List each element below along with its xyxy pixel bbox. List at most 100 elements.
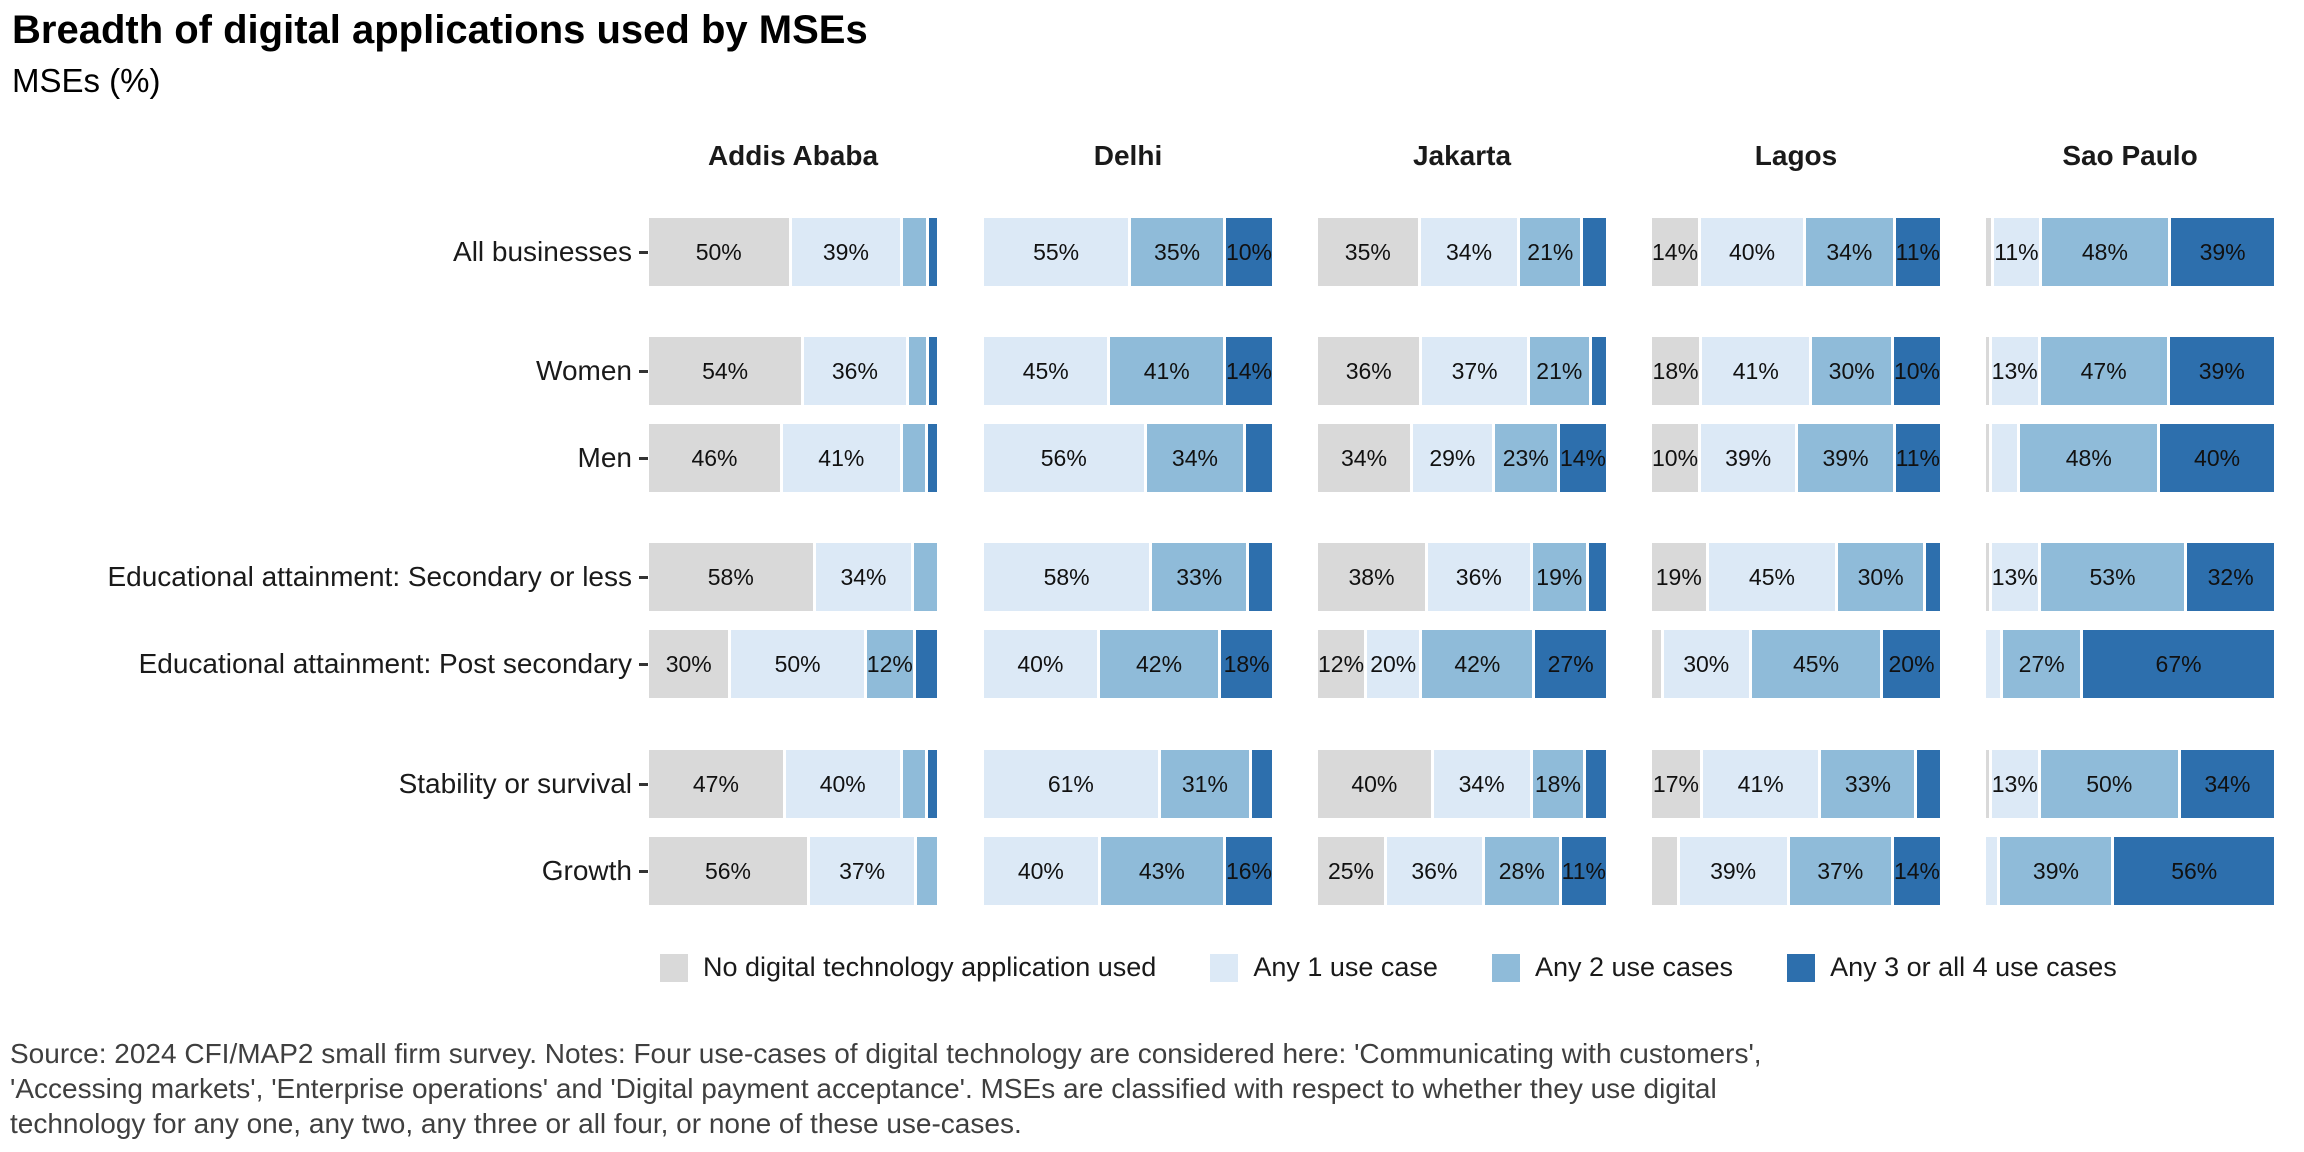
bar-segment-any3or4: 18% (1221, 630, 1272, 698)
row-label: All businesses (453, 236, 632, 267)
stacked-bar: 19% 45% 30% (1652, 543, 1940, 611)
bar-segment-any1 (1991, 424, 2018, 492)
segment-value-label: 46% (691, 444, 738, 471)
segment-value-label: 39% (1710, 857, 1757, 884)
segment-value-label: 12% (866, 650, 913, 677)
segment-value-label: 36% (831, 357, 878, 384)
bar-segment-any1: 41% (782, 424, 900, 492)
bar-segment-none: 35% (1318, 218, 1418, 286)
bar-segment-any1: 36% (1386, 837, 1482, 905)
bar-segment-none: 10% (1652, 424, 1699, 492)
segment-value-label: 18% (1652, 357, 1699, 384)
segment-value-label: 58% (1043, 563, 1090, 590)
segment-value-label: 61% (1047, 770, 1094, 797)
axis-tick (639, 251, 648, 254)
bar-segment-any1: 34% (815, 543, 912, 611)
bar-segment-any1: 36% (804, 337, 906, 405)
segment-value-label: 34% (1446, 238, 1493, 265)
stacked-bar: 47% 40% (649, 750, 938, 818)
legend-label-0: No digital technology application used (703, 952, 1157, 982)
segment-value-label: 45% (1748, 563, 1795, 590)
bar-segment-any1: 40% (984, 837, 1098, 905)
segment-value-label: 14% (1225, 357, 1272, 384)
bar-segment-none: 14% (1652, 218, 1699, 286)
chart-subtitle: MSEs (%) (12, 62, 161, 99)
axis-tick (639, 457, 648, 460)
stacked-bar: 54% 36% (649, 337, 937, 405)
segment-value-label: 50% (2086, 770, 2133, 797)
segment-value-label: 41% (818, 444, 865, 471)
bar-segment-any3or4 (1252, 750, 1272, 818)
segment-value-label: 34% (1341, 444, 1388, 471)
source-note-line-2: 'Accessing markets', 'Enterprise operati… (10, 1073, 1717, 1104)
bar-segment-none: 47% (649, 750, 783, 818)
bar-segment-none: 36% (1318, 337, 1420, 405)
row-label: Educational attainment: Post secondary (138, 648, 632, 679)
stacked-bar: 17% 41% 33% (1652, 750, 1940, 818)
segment-value-label: 47% (2080, 357, 2127, 384)
stacked-bar: 34% 29% 23% 14% (1318, 424, 1606, 492)
segment-value-label: 35% (1154, 238, 1201, 265)
segment-value-label: 21% (1527, 238, 1574, 265)
bar-segment-any2: 50% (2040, 750, 2178, 818)
bar-segment-any1: 41% (1702, 750, 1819, 818)
legend-item-3: Any 3 or all 4 use cases (1787, 952, 2117, 983)
segment-value-label: 20% (1888, 650, 1935, 677)
stacked-bar: 38% 36% 19% (1318, 543, 1606, 611)
facet-header-addis-ababa: Addis Ababa (707, 140, 879, 171)
stacked-bar: 48% 40% (1986, 424, 2274, 492)
legend-label-1: Any 1 use case (1253, 952, 1438, 982)
bar-segment-any1: 37% (1422, 337, 1527, 405)
bar-segment-any3or4 (1925, 543, 1940, 611)
bar-segment-any2: 33% (1821, 750, 1915, 818)
bar-segment-any1: 45% (1708, 543, 1836, 611)
segment-value-label: 48% (2065, 444, 2112, 471)
bar-segment-any2: 41% (1110, 337, 1223, 405)
bar-segment-any1: 13% (1991, 543, 2038, 611)
segment-value-label: 36% (1455, 563, 1502, 590)
row-label: Growth (541, 855, 632, 886)
bar-segment-any1: 11% (1994, 218, 2039, 286)
segment-value-label: 18% (1223, 650, 1270, 677)
bar-segment-any3or4: 16% (1225, 837, 1272, 905)
bar-segment-any3or4: 10% (1893, 337, 1940, 405)
bar-segment-any2: 34% (1806, 218, 1893, 286)
segment-value-label: 36% (1345, 357, 1392, 384)
bar-segment-any3or4: 39% (2171, 218, 2274, 286)
axis-tick (639, 783, 648, 786)
segment-value-label: 39% (1725, 444, 1772, 471)
bar-segment-any2: 42% (1422, 630, 1533, 698)
row-label: Educational attainment: Secondary or les… (107, 561, 632, 592)
bar-segment-any3or4 (1246, 424, 1272, 492)
stacked-bar: 27% 67% (1986, 630, 2274, 698)
bar-segment-any2 (903, 218, 926, 286)
facet-header-lagos: Lagos (1754, 140, 1838, 171)
stacked-bar: 45% 41% 14% (984, 337, 1272, 405)
segment-value-label: 25% (1327, 857, 1374, 884)
bar-segment-any2: 43% (1100, 837, 1223, 905)
segment-value-label: 30% (1857, 563, 1904, 590)
bar-segment-any3or4 (928, 337, 937, 405)
stacked-bar: 61% 31% (984, 750, 1272, 818)
bar-segment-any3or4 (1917, 750, 1940, 818)
bar-segment-any1 (1986, 837, 1998, 905)
bar-segment-any3or4: 34% (2180, 750, 2274, 818)
stacked-bar: 30% 50% 12% (649, 630, 937, 698)
bar-segment-any1: 39% (1679, 837, 1787, 905)
bar-segment-any2: 23% (1494, 424, 1557, 492)
stacked-bar: 39% 56% (1986, 837, 2274, 905)
stacked-bar: 18% 41% 30% 10% (1652, 337, 1940, 405)
segment-value-label: 20% (1370, 650, 1417, 677)
stacked-bar: 36% 37% 21% (1318, 337, 1606, 405)
bar-segment-any3or4: 11% (1895, 424, 1940, 492)
bar-segment-any2: 45% (1751, 630, 1881, 698)
legend: No digital technology application used An… (660, 952, 2117, 983)
bar-segment-any2: 53% (2040, 543, 2185, 611)
segment-value-label: 30% (1683, 650, 1730, 677)
bar-segment-any3or4 (1591, 337, 1606, 405)
segment-value-label: 19% (1536, 563, 1583, 590)
bar-segment-any3or4: 14% (1559, 424, 1606, 492)
bar-segment-none: 40% (1318, 750, 1431, 818)
bar-segment-any2: 31% (1160, 750, 1250, 818)
stacked-bar: 56% 34% (984, 424, 1272, 492)
